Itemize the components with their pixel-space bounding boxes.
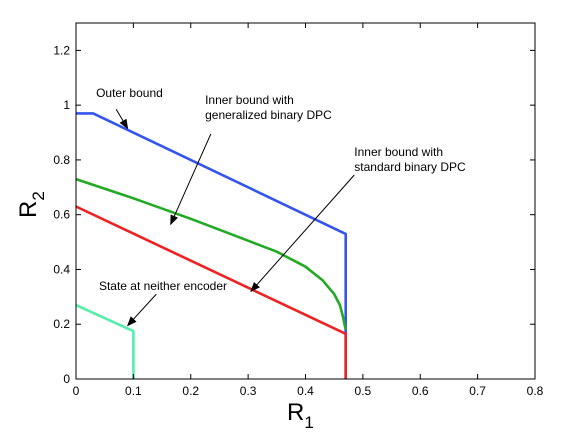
x-tick-label: 0.5: [355, 384, 372, 398]
annotation-label-3: Inner bound with standard binary DPC: [354, 145, 466, 174]
y-tick-label: 0.2: [53, 317, 70, 331]
y-tick-label: 0.8: [53, 153, 70, 167]
series-line-4: [75, 303, 135, 379]
series-layer: [75, 112, 348, 379]
annotation-label-2: Inner bound with generalized binary DPC: [205, 93, 332, 122]
x-tick-label: 0.8: [527, 384, 544, 398]
y-tick-label: 1.2: [53, 43, 70, 57]
x-axis-label: R1: [287, 399, 314, 432]
y-tick-label: 0.4: [53, 262, 70, 276]
x-tick-label: 0.2: [182, 384, 199, 398]
annotation-arrow-2: [170, 133, 212, 226]
plot-area: [76, 23, 535, 379]
plot-frame: [75, 22, 536, 380]
x-tick-label: 0.1: [125, 384, 142, 398]
annotation-label-1: Outer bound: [96, 86, 163, 100]
x-axis-label-main: R: [287, 399, 304, 426]
annotation-arrow-3: [250, 174, 355, 293]
annotation-label-4: State at neither encoder: [99, 279, 227, 293]
series-line-3: [75, 205, 348, 379]
annotation-arrow-4: [126, 293, 157, 327]
y-axis-label-subscript: 2: [29, 191, 48, 200]
x-tick-label: 0.7: [469, 384, 486, 398]
y-axis-label: R2: [15, 191, 48, 218]
y-axis-label-main: R: [15, 201, 42, 218]
ticks-layer: 0 0.1 0.2 0.3 0.4 0.5 0.6 0.7 0.8 0 0.2 0.4 0.6 0.8 1 1…: [53, 23, 544, 398]
x-axis-label-subscript: 1: [304, 413, 313, 432]
annotation-arrow-1: [115, 109, 129, 130]
series-line-2: [75, 177, 347, 330]
annotation-layer: Outer bound Inner bound with generalized b…: [96, 86, 466, 327]
x-tick-label: 0.3: [240, 384, 257, 398]
y-tick-label: 0.6: [53, 208, 70, 222]
x-tick-label: 0.4: [297, 384, 314, 398]
y-tick-label: 1: [63, 98, 70, 112]
x-tick-label: 0.6: [412, 384, 429, 398]
series-line-1: [76, 112, 348, 379]
x-tick-label: 0: [73, 384, 80, 398]
y-tick-label: 0: [63, 372, 70, 386]
